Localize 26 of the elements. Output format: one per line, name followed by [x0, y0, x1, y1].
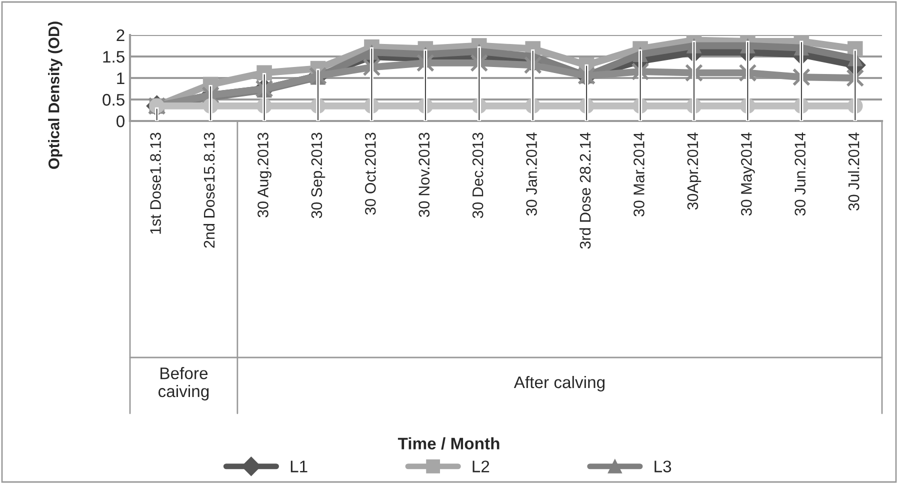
text: Before caiving: [158, 367, 209, 400]
x-tick-label: 3rd Dose 28.2.14: [579, 132, 591, 249]
legend-label: L2: [472, 460, 490, 472]
x-tick-label: 2nd Dose15.8.13: [203, 132, 215, 248]
x-tick-label: 30 Sep.2013: [311, 132, 326, 218]
x-tick-label: 30 Oct.2013: [364, 132, 376, 215]
y-tick-label: 1: [117, 72, 124, 84]
x-tick-label: 30 Jul.2014: [848, 132, 860, 211]
text: After calving: [514, 376, 604, 392]
x-tick-label: 30 Aug.2013: [258, 132, 272, 218]
x-tick-label: 30 Mar.2014: [634, 132, 644, 216]
x-tick-label: 30 Nov.2013: [418, 132, 430, 218]
x-tick-label: 30 Jun.2014: [794, 132, 806, 216]
y-tick-label: 0: [116, 115, 124, 128]
legend-label: L3: [654, 460, 672, 472]
x-tick-label: 1st Dose1.8.13: [150, 132, 161, 234]
x-tick-label: 30 May2014: [740, 132, 755, 216]
x-tick-label: 30 Jan.2014: [526, 132, 537, 216]
x-tick-label: 30Apr.2014: [687, 132, 702, 210]
y-tick-label: 1.5: [103, 51, 124, 63]
x-tick-label: 30 Dec.2013: [472, 132, 484, 218]
text: Time / Month: [398, 437, 500, 450]
legend-label: L1: [290, 460, 308, 472]
y-tick-label: 0.5: [102, 94, 124, 106]
y-tick-label: 2: [116, 29, 124, 42]
y-axis-title: Optical Density (OD): [48, 22, 62, 169]
